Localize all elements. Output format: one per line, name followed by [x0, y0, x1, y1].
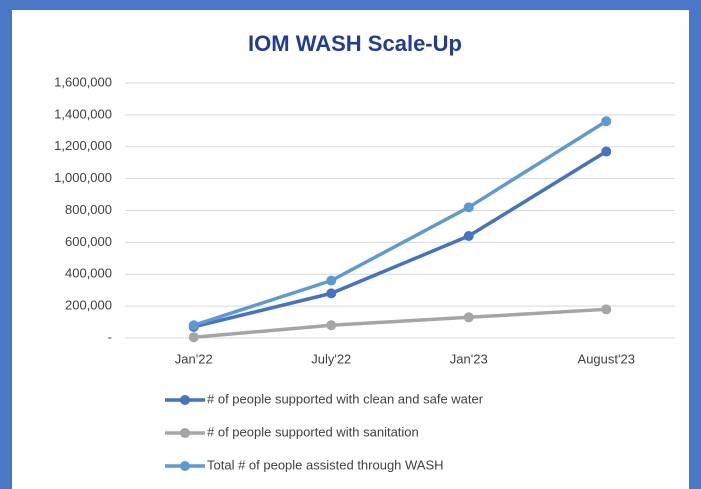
y-tick-label: 800,000: [65, 202, 112, 217]
data-point: [601, 146, 612, 157]
data-point: [463, 231, 474, 241]
y-tick-label: 600,000: [65, 234, 112, 249]
data-point: [326, 320, 337, 331]
x-tick-label: July'22: [311, 351, 351, 366]
legend-label: Total # of people assisted through WASH: [207, 457, 444, 472]
data-point: [188, 320, 199, 331]
series-line: [193, 150, 608, 329]
legend-marker: [180, 395, 190, 405]
y-tick-label: 1,600,000: [54, 74, 112, 89]
y-tick-label: 1,000,000: [54, 170, 112, 185]
chart-title: IOM WASH Scale-Up: [248, 31, 462, 56]
data-point: [463, 312, 474, 323]
y-tick-label: 1,200,000: [54, 138, 112, 153]
legend-label: # of people supported with clean and saf…: [207, 391, 484, 406]
y-tick-label: 400,000: [65, 266, 112, 281]
data-point: [601, 116, 612, 127]
x-tick-label: Jan'22: [175, 351, 213, 366]
y-tick-label: -: [108, 329, 112, 344]
x-tick-label: August'23: [578, 351, 635, 366]
data-point: [326, 275, 337, 286]
data-point: [326, 288, 337, 299]
data-point: [188, 332, 199, 343]
data-point: [463, 202, 474, 213]
series-line: [193, 119, 608, 327]
legend-marker: [180, 461, 190, 471]
legend-label: # of people supported with sanitation: [207, 424, 419, 439]
x-tick-label: Jan'23: [450, 351, 488, 366]
legend-marker: [180, 428, 190, 438]
y-tick-label: 1,400,000: [54, 106, 112, 121]
chart-area: [12, 10, 689, 489]
data-point: [601, 304, 612, 315]
series-line: [193, 307, 607, 339]
y-tick-label: 200,000: [65, 298, 112, 313]
